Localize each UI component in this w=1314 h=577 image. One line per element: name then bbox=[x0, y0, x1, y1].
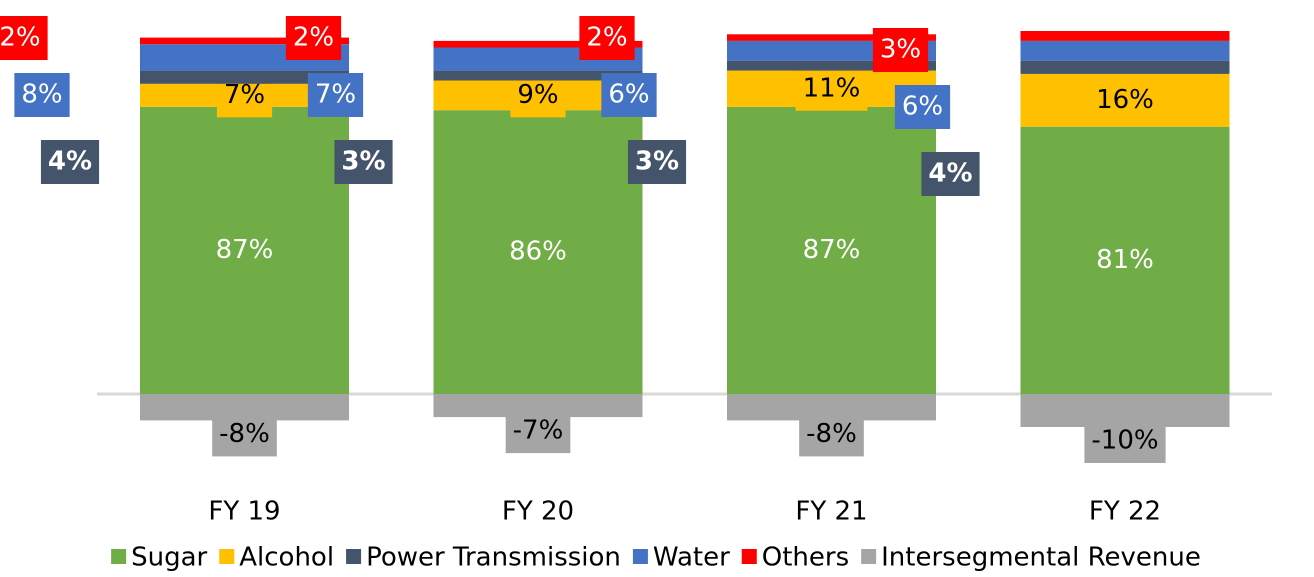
data-label: 86% bbox=[509, 237, 567, 267]
bar-segment bbox=[727, 34, 936, 41]
data-label: -7% bbox=[513, 416, 564, 446]
x-tick-label: FY 21 bbox=[795, 497, 867, 527]
legend-label: Others bbox=[762, 543, 849, 573]
legend-label: Power Transmission bbox=[366, 543, 621, 573]
data-label-box bbox=[505, 409, 571, 454]
data-label-box bbox=[14, 73, 70, 117]
data-label: 2% bbox=[586, 23, 627, 53]
data-label-box bbox=[285, 16, 342, 60]
bar-segment bbox=[727, 106, 936, 395]
data-label: 2% bbox=[0, 23, 41, 53]
x-tick-label: FY 19 bbox=[208, 497, 280, 527]
bar-segment bbox=[1020, 60, 1230, 74]
data-label: 87% bbox=[216, 235, 274, 265]
legend-label: Intersegmental Revenue bbox=[881, 543, 1201, 573]
bar-segment bbox=[1020, 31, 1230, 41]
data-label: 16% bbox=[1096, 85, 1154, 115]
data-label-box bbox=[1089, 78, 1161, 123]
legend-swatch bbox=[741, 549, 757, 564]
data-label-box bbox=[307, 73, 364, 117]
data-label-box bbox=[510, 73, 566, 118]
data-label: 9% bbox=[517, 80, 558, 110]
data-label: 81% bbox=[1096, 245, 1154, 275]
legend-label: Water bbox=[653, 543, 730, 573]
data-label: 6% bbox=[902, 92, 943, 122]
data-label: -10% bbox=[1091, 426, 1158, 456]
bar-segment bbox=[433, 40, 643, 48]
bar-segment bbox=[1020, 40, 1230, 61]
bar-segment bbox=[1020, 126, 1230, 394]
data-label-box bbox=[921, 152, 980, 196]
data-label-box bbox=[212, 412, 277, 457]
data-label: 3% bbox=[880, 35, 921, 65]
data-label-box bbox=[1084, 419, 1166, 463]
legend-label: Sugar bbox=[131, 543, 207, 573]
data-label: 4% bbox=[928, 159, 972, 189]
data-label: 3% bbox=[635, 147, 679, 177]
data-label: 2% bbox=[293, 23, 334, 53]
bar-segment bbox=[433, 394, 643, 418]
data-label: 3% bbox=[341, 147, 385, 177]
legend-swatch bbox=[111, 549, 127, 564]
data-label: 7% bbox=[224, 80, 265, 110]
legend-swatch bbox=[346, 549, 362, 564]
x-tick-label: FY 22 bbox=[1089, 497, 1161, 527]
legend-swatch bbox=[861, 549, 877, 564]
bar-segment bbox=[727, 60, 936, 71]
legend-swatch bbox=[219, 549, 235, 564]
data-label-box bbox=[795, 66, 868, 111]
bar-segment bbox=[140, 106, 349, 395]
data-label-box bbox=[0, 16, 48, 60]
x-tick-label: FY 20 bbox=[502, 497, 574, 527]
data-label: 87% bbox=[803, 235, 861, 265]
data-label: -8% bbox=[219, 419, 270, 449]
data-label: -8% bbox=[806, 419, 857, 449]
legend-swatch bbox=[632, 549, 648, 564]
bar-segment bbox=[140, 70, 349, 84]
data-label-box bbox=[799, 412, 864, 457]
bar-segment bbox=[433, 110, 643, 394]
data-label: 8% bbox=[21, 80, 62, 110]
legend-label: Alcohol bbox=[239, 543, 334, 573]
data-label-box bbox=[601, 73, 657, 117]
data-label-box bbox=[894, 85, 951, 129]
data-label-box bbox=[579, 16, 635, 60]
data-label: 7% bbox=[315, 80, 356, 110]
data-label-box bbox=[334, 140, 393, 184]
bar-segment bbox=[140, 37, 349, 45]
data-label-box bbox=[872, 28, 929, 72]
data-label-box bbox=[40, 140, 100, 184]
data-label-box bbox=[627, 140, 687, 184]
data-label: 6% bbox=[608, 80, 649, 110]
data-label: 11% bbox=[803, 73, 861, 103]
data-label: 4% bbox=[48, 147, 92, 177]
bar-segment bbox=[433, 70, 643, 81]
